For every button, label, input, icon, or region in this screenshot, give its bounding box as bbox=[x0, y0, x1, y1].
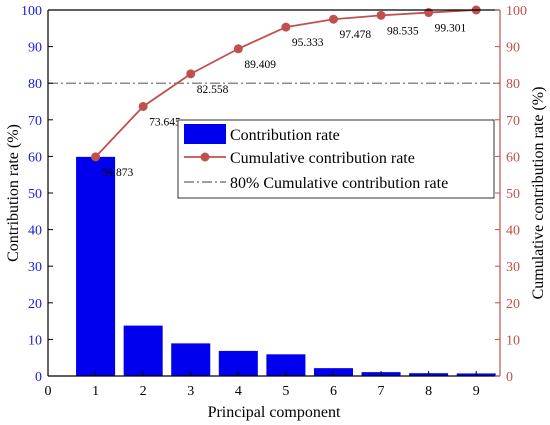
legend-label-contribution: Contribution rate bbox=[230, 127, 340, 144]
x-tick-label: 1 bbox=[92, 384, 99, 399]
left-y-ticks: 0 10 20 30 40 50 60 70 80 90 100 bbox=[21, 4, 53, 385]
left-y-tick-label: 80 bbox=[28, 77, 42, 92]
left-y-tick-label: 70 bbox=[28, 114, 42, 129]
legend-box bbox=[177, 119, 495, 199]
right-y-tick-label: 10 bbox=[506, 333, 520, 348]
cumulative-point bbox=[376, 10, 386, 20]
left-y-tick-label: 90 bbox=[28, 41, 42, 56]
legend: Contribution rate Cumulative contributio… bbox=[177, 119, 495, 199]
x-tick-label: 0 bbox=[45, 384, 52, 399]
contribution-bar bbox=[266, 354, 306, 376]
x-tick-label: 3 bbox=[187, 384, 194, 399]
cumulative-point-label: 89.409 bbox=[244, 59, 276, 71]
right-y-tick-label: 70 bbox=[506, 114, 520, 129]
x-ticks: 0 1 2 3 4 5 6 7 8 9 bbox=[45, 371, 480, 399]
right-y-tick-label: 0 bbox=[506, 370, 513, 385]
x-tick-label: 6 bbox=[330, 384, 337, 399]
contribution-bar bbox=[76, 156, 116, 376]
left-y-tick-label: 50 bbox=[28, 187, 42, 202]
cumulative-point bbox=[233, 44, 243, 54]
left-y-tick-label: 60 bbox=[28, 150, 42, 165]
contribution-bars bbox=[76, 156, 496, 376]
cumulative-point bbox=[281, 22, 291, 32]
x-tick-label: 2 bbox=[140, 384, 147, 399]
left-y-tick-label: 0 bbox=[35, 370, 42, 385]
right-y-tick-label: 100 bbox=[506, 4, 527, 19]
right-y-tick-label: 60 bbox=[506, 150, 520, 165]
plot-area: 59.873 73.645 82.558 89.409 95.333 97.478 98.5… bbox=[48, 5, 500, 376]
right-y-tick-label: 50 bbox=[506, 187, 520, 202]
legend-bar-swatch bbox=[184, 124, 226, 144]
cumulative-point bbox=[328, 14, 338, 24]
left-y-tick-label: 100 bbox=[21, 4, 42, 19]
left-y-tick-label: 30 bbox=[28, 260, 42, 275]
cumulative-point bbox=[186, 69, 196, 79]
x-tick-label: 9 bbox=[473, 384, 480, 399]
left-y-tick-label: 20 bbox=[28, 297, 42, 312]
right-y-tick-label: 40 bbox=[506, 224, 520, 239]
x-tick-label: 5 bbox=[282, 384, 289, 399]
contribution-bar bbox=[123, 325, 163, 376]
right-y-tick-label: 80 bbox=[506, 77, 520, 92]
cumulative-point-label: 82.558 bbox=[197, 84, 229, 96]
x-axis-title: Principal component bbox=[208, 404, 341, 421]
legend-point-swatch bbox=[200, 152, 210, 162]
right-y-tick-label: 20 bbox=[506, 297, 520, 312]
contribution-bar bbox=[171, 343, 211, 376]
cumulative-point-labels: 59.873 73.645 82.558 89.409 95.333 97.478 98.5… bbox=[102, 23, 467, 179]
cumulative-point-label: 59.873 bbox=[102, 167, 134, 179]
legend-label-reference: 80% Cumulative contribution rate bbox=[230, 175, 448, 192]
right-y-axis-title: Cumulative contribution rate (%) bbox=[530, 87, 547, 300]
right-y-tick-label: 30 bbox=[506, 260, 520, 275]
cumulative-point-label: 98.535 bbox=[387, 25, 419, 37]
right-y-tick-label: 90 bbox=[506, 41, 520, 56]
left-y-tick-label: 10 bbox=[28, 333, 42, 348]
cumulative-point bbox=[91, 152, 101, 162]
left-y-axis-title: Contribution rate (%) bbox=[5, 124, 22, 262]
cumulative-point-label: 97.478 bbox=[339, 29, 371, 41]
x-tick-label: 7 bbox=[378, 384, 385, 399]
left-y-tick-label: 40 bbox=[28, 224, 42, 239]
cumulative-point bbox=[138, 101, 148, 111]
legend-label-cumulative: Cumulative contribution rate bbox=[230, 150, 415, 167]
cumulative-point-label: 73.645 bbox=[149, 116, 181, 128]
x-tick-label: 8 bbox=[425, 384, 432, 399]
cumulative-point-label: 99.301 bbox=[435, 23, 467, 35]
right-y-ticks: 0 10 20 30 40 50 60 70 80 90 100 bbox=[495, 4, 527, 385]
x-tick-label: 4 bbox=[235, 384, 242, 399]
cumulative-point-label: 95.333 bbox=[292, 37, 324, 49]
